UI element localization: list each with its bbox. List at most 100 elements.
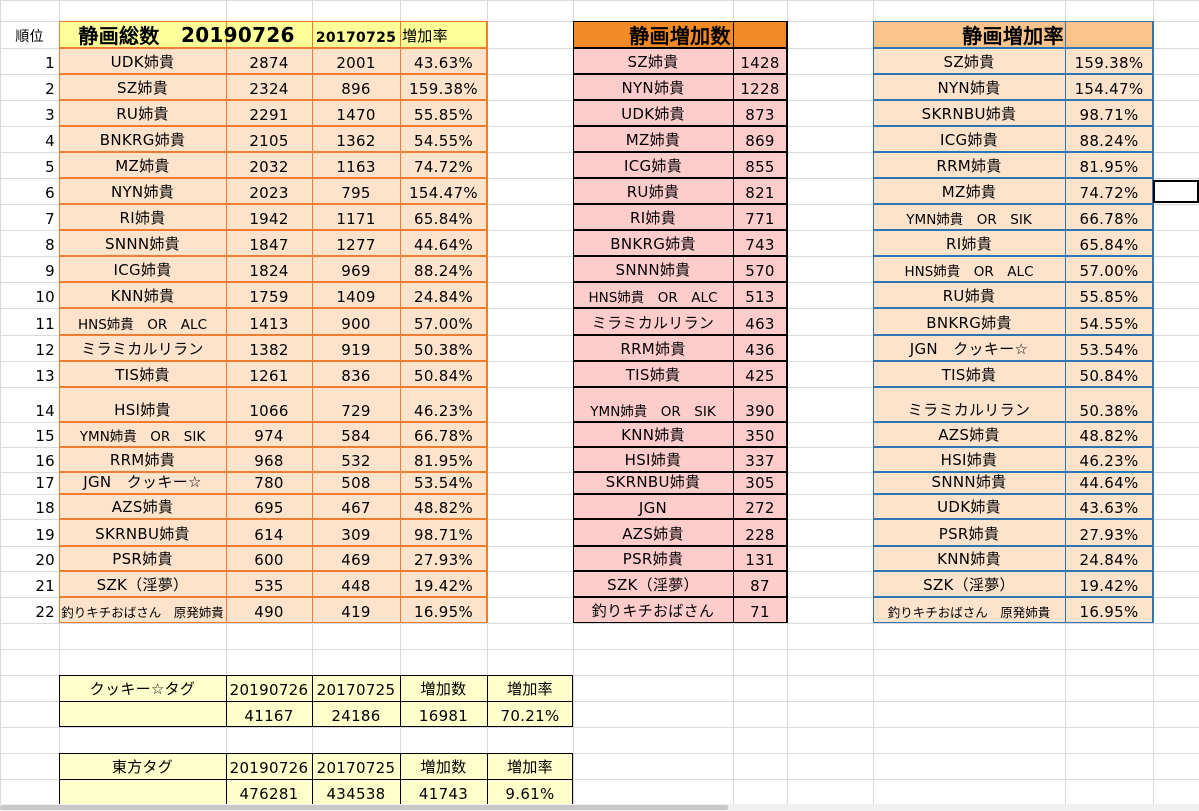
total-old-cell[interactable]: 1409 [336,288,376,306]
total-rate-cell[interactable]: 55.85% [414,106,473,124]
total-rate-cell[interactable]: 159.38% [409,80,478,98]
increase-value-cell[interactable]: 570 [745,262,775,280]
total-new-cell[interactable]: 600 [254,551,284,569]
rank-cell[interactable]: 6 [45,184,55,202]
total-new-cell[interactable]: 1261 [249,367,289,385]
increase-name-cell[interactable]: SKRNBU姉貴 [605,473,701,491]
increase-value-cell[interactable]: 821 [745,184,775,202]
rank-cell[interactable]: 11 [35,315,55,333]
total-new-cell[interactable]: 1847 [249,236,289,254]
rate-value-cell[interactable]: 53.54% [1079,341,1139,359]
total-new-cell[interactable]: 968 [254,452,284,470]
total-old-cell[interactable]: 729 [341,402,371,420]
rank-cell[interactable]: 8 [45,236,55,254]
total-rate-cell[interactable]: 65.84% [414,210,473,228]
rate-value-cell[interactable]: 16.95% [1079,603,1139,621]
increase-value-cell[interactable]: 743 [745,236,775,254]
rate-value-cell[interactable]: 74.72% [1079,184,1139,202]
total-name-cell[interactable]: 釣りキチおばさん 原発姉貴 [61,605,224,620]
total-name-cell[interactable]: HSI姉貴 [114,401,171,419]
total-new-cell[interactable]: 1382 [249,341,289,359]
rate-value-cell[interactable]: 57.00% [1079,262,1139,280]
increase-name-cell[interactable]: MZ姉貴 [625,131,681,149]
increase-value-cell[interactable]: 390 [745,402,775,420]
rank-cell[interactable]: 10 [35,288,55,306]
total-new-cell[interactable]: 1824 [249,262,289,280]
total-new-cell[interactable]: 535 [254,577,284,595]
increase-name-cell[interactable]: ミラミカルリラン [591,314,715,332]
total-old-cell[interactable]: 1163 [336,158,376,176]
rank-cell[interactable]: 14 [35,402,55,420]
tag-inc-header[interactable]: 増加数 [420,758,467,776]
increase-name-cell[interactable]: YMN姉貴 OR SIK [590,404,716,420]
rate-value-cell[interactable]: 55.85% [1079,288,1139,306]
rate-name-cell[interactable]: SZK（淫夢） [923,576,1015,594]
rate-name-cell[interactable]: JGN クッキー☆ [909,340,1029,358]
total-rate-cell[interactable]: 16.95% [414,603,473,621]
increase-value-cell[interactable]: 305 [745,474,775,492]
rate-value-cell[interactable]: 24.84% [1079,551,1139,569]
rate-value-cell[interactable]: 66.78% [1079,210,1139,228]
total-new-cell[interactable]: 2032 [249,158,289,176]
tag-date-new[interactable]: 20190726 [229,759,309,777]
total-rate-cell[interactable]: 74.72% [414,158,473,176]
tag-new-value[interactable]: 41167 [244,707,294,725]
total-old-cell[interactable]: 969 [341,262,371,280]
rank-cell[interactable]: 1 [45,54,55,72]
increase-name-cell[interactable]: RI姉貴 [629,209,677,227]
total-name-cell[interactable]: MZ姉貴 [115,157,170,175]
rank-cell[interactable]: 18 [35,499,55,517]
rate-value-cell[interactable]: 44.64% [1079,474,1139,492]
rate-value-cell[interactable]: 98.71% [1079,106,1139,124]
total-rate-cell[interactable]: 44.64% [414,236,473,254]
total-old-cell[interactable]: 1362 [336,132,376,150]
total-name-cell[interactable]: SZK（淫夢） [96,576,189,594]
total-name-cell[interactable]: RI姉貴 [119,209,166,227]
total-new-cell[interactable]: 780 [254,474,284,492]
total-name-cell[interactable]: KNN姉貴 [110,287,175,305]
increase-value-cell[interactable]: 771 [745,210,775,228]
total-old-cell[interactable]: 1277 [336,236,376,254]
total-new-cell[interactable]: 2874 [249,54,289,72]
total-new-cell[interactable]: 2324 [249,80,289,98]
total-old-cell[interactable]: 1171 [336,210,376,228]
rate-name-cell[interactable]: KNN姉貴 [937,550,1001,568]
rank-cell[interactable]: 15 [35,427,55,445]
rate-value-cell[interactable]: 81.95% [1079,158,1139,176]
tag-inc-header[interactable]: 増加数 [420,680,467,698]
total-old-cell[interactable]: 448 [341,577,371,595]
total-rate-cell[interactable]: 88.24% [414,262,473,280]
total-old-cell[interactable]: 836 [341,367,371,385]
rate-name-cell[interactable]: TIS姉貴 [941,366,997,384]
total-old-cell[interactable]: 467 [341,499,371,517]
tag-rate-value[interactable]: 70.21% [500,707,560,725]
total-old-cell[interactable]: 419 [341,603,371,621]
rate-value-cell[interactable]: 159.38% [1074,54,1144,72]
rate-name-cell[interactable]: HSI姉貴 [940,451,998,469]
increase-name-cell[interactable]: ICG姉貴 [623,157,683,175]
increase-value-cell[interactable]: 87 [750,577,770,595]
rate-name-cell[interactable]: ICG姉貴 [939,131,999,149]
active-cell-selection[interactable] [1153,180,1199,203]
total-old-cell[interactable]: 919 [341,341,371,359]
rank-cell[interactable]: 19 [35,526,55,544]
increase-name-cell[interactable]: UDK姉貴 [621,105,685,123]
tag-old-value[interactable]: 24186 [331,707,381,725]
increase-name-cell[interactable]: RRM姉貴 [620,340,686,358]
total-name-cell[interactable]: SZ姉貴 [117,79,168,97]
total-rate-cell[interactable]: 98.71% [414,526,473,544]
increase-value-cell[interactable]: 71 [750,603,770,621]
rate-value-cell[interactable]: 54.55% [1079,315,1139,333]
rate-value-cell[interactable]: 50.84% [1079,367,1139,385]
total-old-cell[interactable]: 469 [341,551,371,569]
rate-name-cell[interactable]: NYN姉貴 [937,79,1001,97]
total-name-cell[interactable]: JGN クッキー☆ [83,473,202,491]
rank-cell[interactable]: 4 [45,132,55,150]
total-name-cell[interactable]: ICG姉貴 [113,261,172,279]
rate-name-cell[interactable]: SNNN姉貴 [931,473,1007,491]
increase-name-cell[interactable]: NYN姉貴 [621,79,685,97]
total-rate-cell[interactable]: 24.84% [414,288,473,306]
total-new-cell[interactable]: 1759 [249,288,289,306]
rank-cell[interactable]: 5 [45,158,55,176]
tag-inc-value[interactable]: 41743 [418,785,469,803]
